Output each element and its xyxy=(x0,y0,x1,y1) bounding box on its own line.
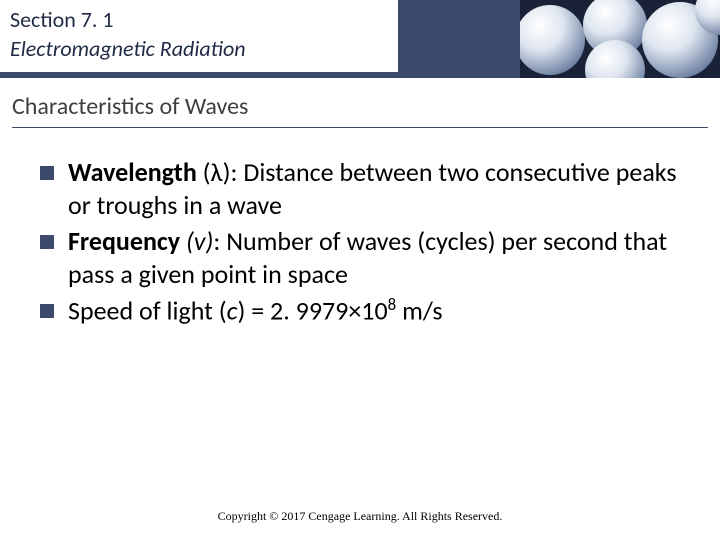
slide-subtitle: Characteristics of Waves xyxy=(12,92,708,121)
term-wavelength: Wavelength xyxy=(68,156,197,188)
symbol-nu: (v) xyxy=(186,225,213,257)
bullet-text: Frequency (v): Number of waves (cycles) … xyxy=(68,225,680,290)
content-area: Wavelength (λ): Distance between two con… xyxy=(0,128,720,327)
speed-prefix: Speed of light ( xyxy=(68,295,227,327)
term-frequency: Frequency xyxy=(68,225,180,257)
subtitle-container: Characteristics of Waves xyxy=(12,92,708,128)
header-text-block: Section 7. 1 Electromagnetic Radiation xyxy=(0,0,398,72)
bullet-square-icon xyxy=(40,304,54,318)
header-graphic xyxy=(520,0,720,78)
section-title: Electromagnetic Radiation xyxy=(10,35,388,62)
bullet-text: Speed of light (c) = 2. 9979×108 m/s xyxy=(68,294,443,327)
bullet-square-icon xyxy=(40,166,54,180)
slide-header: Section 7. 1 Electromagnetic Radiation xyxy=(0,0,720,78)
bullet-square-icon xyxy=(40,235,54,249)
section-number: Section 7. 1 xyxy=(10,6,388,33)
speed-variable: c xyxy=(227,295,238,327)
copyright-footer: Copyright © 2017 Cengage Learning. All R… xyxy=(0,509,720,524)
speed-equation: ) = 2. 9979×10 xyxy=(237,295,387,327)
bullet-item: Frequency (v): Number of waves (cycles) … xyxy=(40,225,680,290)
bullet-item: Wavelength (λ): Distance between two con… xyxy=(40,156,680,221)
bullet-item: Speed of light (c) = 2. 9979×108 m/s xyxy=(40,294,680,327)
speed-unit: m/s xyxy=(396,295,442,327)
bullet-text: Wavelength (λ): Distance between two con… xyxy=(68,156,680,221)
speed-exponent: 8 xyxy=(388,294,397,315)
